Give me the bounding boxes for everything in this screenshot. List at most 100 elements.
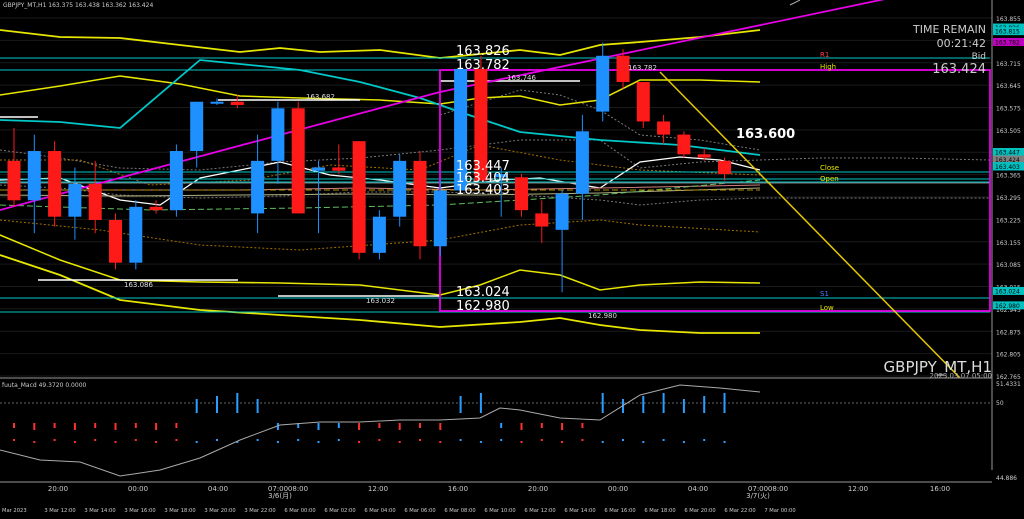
time-axis-label: 12:00 (848, 485, 868, 493)
candle-body (616, 55, 630, 83)
time-axis-detail-label: 6 Mar 08:00 (444, 508, 475, 514)
macd-signal-dot (459, 439, 462, 441)
price-tag-bg (993, 301, 1024, 310)
price-axis-label: 163.505 (996, 128, 1021, 135)
candle (575, 114, 589, 220)
candle-body (596, 55, 610, 112)
macd-signal-dot (317, 441, 320, 443)
candle (433, 180, 447, 257)
candle-body (251, 160, 265, 214)
candle-body (109, 219, 122, 263)
candle-body (312, 167, 325, 171)
price-tag-bg (993, 286, 1024, 295)
macd-bar (33, 423, 36, 430)
macd-bar (256, 399, 259, 413)
macd-signal-dot (53, 439, 56, 441)
macd-signal-dot (155, 441, 158, 443)
price-tag-text: 163.024 (995, 288, 1020, 295)
time-axis: 20:00 00:00 04:00 07:00 08:00 12:00 16:00 20:00… (2, 485, 950, 514)
macd-signal-dot (723, 441, 726, 443)
price-axis-label: 162.805 (996, 352, 1021, 359)
candle (454, 62, 468, 194)
time-axis-detail-label: 6 Mar 16:00 (604, 508, 635, 514)
macd-label: fuuta_Macd 49.3720 0.0000 (2, 382, 87, 389)
price-tag-text: 163.424 (995, 157, 1020, 164)
price-tag-bg (993, 27, 1024, 36)
candle-body (7, 160, 21, 201)
time-axis-label: 04:00 (688, 485, 708, 493)
candle-body (433, 190, 447, 247)
label-163404: 163.404 (456, 171, 510, 186)
candle (555, 190, 569, 293)
candle-body (169, 151, 183, 211)
macd-line (0, 384, 761, 477)
macd-bar (13, 423, 15, 428)
candle (48, 141, 62, 227)
label-163782: 163.782 (456, 58, 510, 73)
macd-bar (479, 393, 482, 413)
price-tag-bg (993, 148, 1024, 157)
label-163024: 163.024 (456, 285, 510, 300)
small-163682: 163.682 (306, 93, 335, 101)
macd-bar (276, 423, 279, 430)
candle-body (332, 167, 346, 171)
macd-signal-dot (337, 439, 340, 441)
macd-bar (561, 423, 564, 430)
candle-body (718, 160, 731, 175)
time-remain-label: TIME REMAIN (912, 23, 986, 36)
macd-signal-dot (94, 439, 97, 441)
bid-value: 163.424 (932, 62, 986, 77)
candle (718, 157, 731, 181)
macd-signal-dot (622, 439, 624, 441)
price-axis[interactable]: 163.855163.785163.715163.645163.575163.5… (991, 0, 1024, 470)
macd-signal-dot (216, 439, 218, 441)
macd-signal-dot (601, 441, 604, 443)
candle-body (535, 213, 549, 227)
candle-body (413, 160, 427, 247)
label-162980: 162.980 (456, 299, 510, 314)
macd-bar (439, 423, 442, 430)
macd-signal-dot (581, 439, 584, 441)
price-axis-label: 162.875 (996, 329, 1021, 336)
small-163032: 163.032 (366, 297, 395, 305)
macd-axis-max: 51.4331 (996, 381, 1021, 388)
candle (27, 134, 41, 234)
price-axis-label: 163.645 (996, 83, 1021, 90)
candle-body (515, 177, 528, 211)
candle (7, 128, 21, 207)
macd-bar (114, 423, 117, 430)
candle (535, 200, 549, 243)
macd-bar (662, 393, 665, 413)
candle (636, 82, 650, 129)
watermark-date: 2023.03.07 05:00 (930, 372, 992, 380)
candle-body (474, 68, 488, 181)
macd-signal-dot (642, 441, 645, 443)
candle-body (352, 141, 366, 253)
macd-signal-dot (33, 441, 36, 443)
candle-body (210, 101, 224, 104)
candle-body (190, 101, 204, 152)
candle (230, 95, 244, 109)
level-labels: R1 High Close Open S1 Low (820, 51, 839, 312)
price-axis-label: 163.085 (996, 262, 1021, 269)
macd-bar (53, 423, 56, 428)
time-remain-panel: TIME REMAIN 00:21:42 Bid 163.424 (912, 23, 986, 77)
macd-bar (216, 396, 218, 413)
symbol-watermark: GBPJPY_MT,H1 (884, 358, 992, 377)
macd-bar (398, 423, 401, 430)
macd-signal-dot (520, 441, 523, 443)
time-axis-detail-label: 6 Mar 04:00 (364, 508, 395, 514)
label-163447: 163.447 (456, 159, 510, 174)
candle (332, 144, 346, 175)
macd-signal-dot (358, 441, 361, 443)
time-axis-label: 08:00 (288, 485, 308, 493)
macd-signal-dot (297, 439, 300, 441)
r1-label: R1 (820, 51, 829, 59)
price-annotations: 163.826 163.782 163.447 163.404 163.403 … (124, 44, 795, 320)
macd-histogram (13, 393, 726, 443)
macd-bar (703, 396, 706, 413)
candle (109, 213, 122, 270)
time-axis-label: 20:00 (48, 485, 68, 493)
time-axis-detail-label: 3 Mar 20:00 (204, 508, 235, 514)
